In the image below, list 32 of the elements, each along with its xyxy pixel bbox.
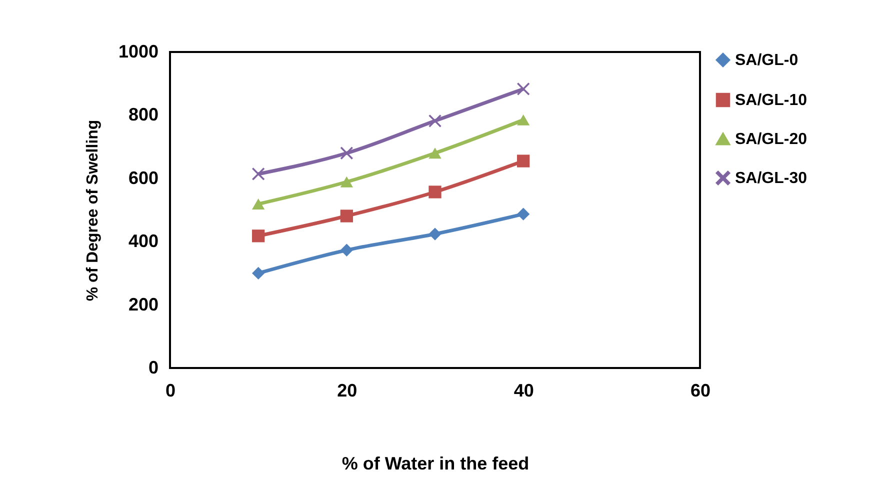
legend-label: SA/GL-20 xyxy=(735,131,808,148)
y-tick-label: 800 xyxy=(128,104,158,125)
point xyxy=(340,146,353,160)
y-axis-title: % of Degree of Swelling xyxy=(84,120,102,302)
point xyxy=(517,154,530,168)
x-tick-label: 0 xyxy=(165,380,176,400)
point xyxy=(517,114,530,126)
point xyxy=(428,114,442,128)
point xyxy=(252,266,265,280)
x-tick-label: 60 xyxy=(690,380,711,400)
point xyxy=(428,186,442,198)
point xyxy=(517,82,530,96)
legend-label: SA/GL-30 xyxy=(735,170,808,187)
y-tick-label: 200 xyxy=(128,294,158,314)
point xyxy=(428,228,442,240)
point xyxy=(340,210,353,222)
point xyxy=(340,176,353,188)
point xyxy=(428,148,442,159)
point xyxy=(252,168,265,180)
x-tick-label: 20 xyxy=(337,380,358,400)
y-tick-label: 1000 xyxy=(118,42,158,62)
point xyxy=(340,244,353,256)
y-tick-label: 600 xyxy=(128,168,158,188)
point xyxy=(252,198,265,210)
x-tick-label: 40 xyxy=(514,380,534,400)
y-tick-label: 0 xyxy=(148,358,158,378)
legend-label: SA/GL-0 xyxy=(735,52,798,69)
y-tick-label: 400 xyxy=(128,231,158,252)
point xyxy=(517,208,530,220)
point xyxy=(252,230,265,242)
legend-label: SA/GL-10 xyxy=(735,92,808,109)
x-axis-title: % of Water in the feed xyxy=(342,454,530,474)
